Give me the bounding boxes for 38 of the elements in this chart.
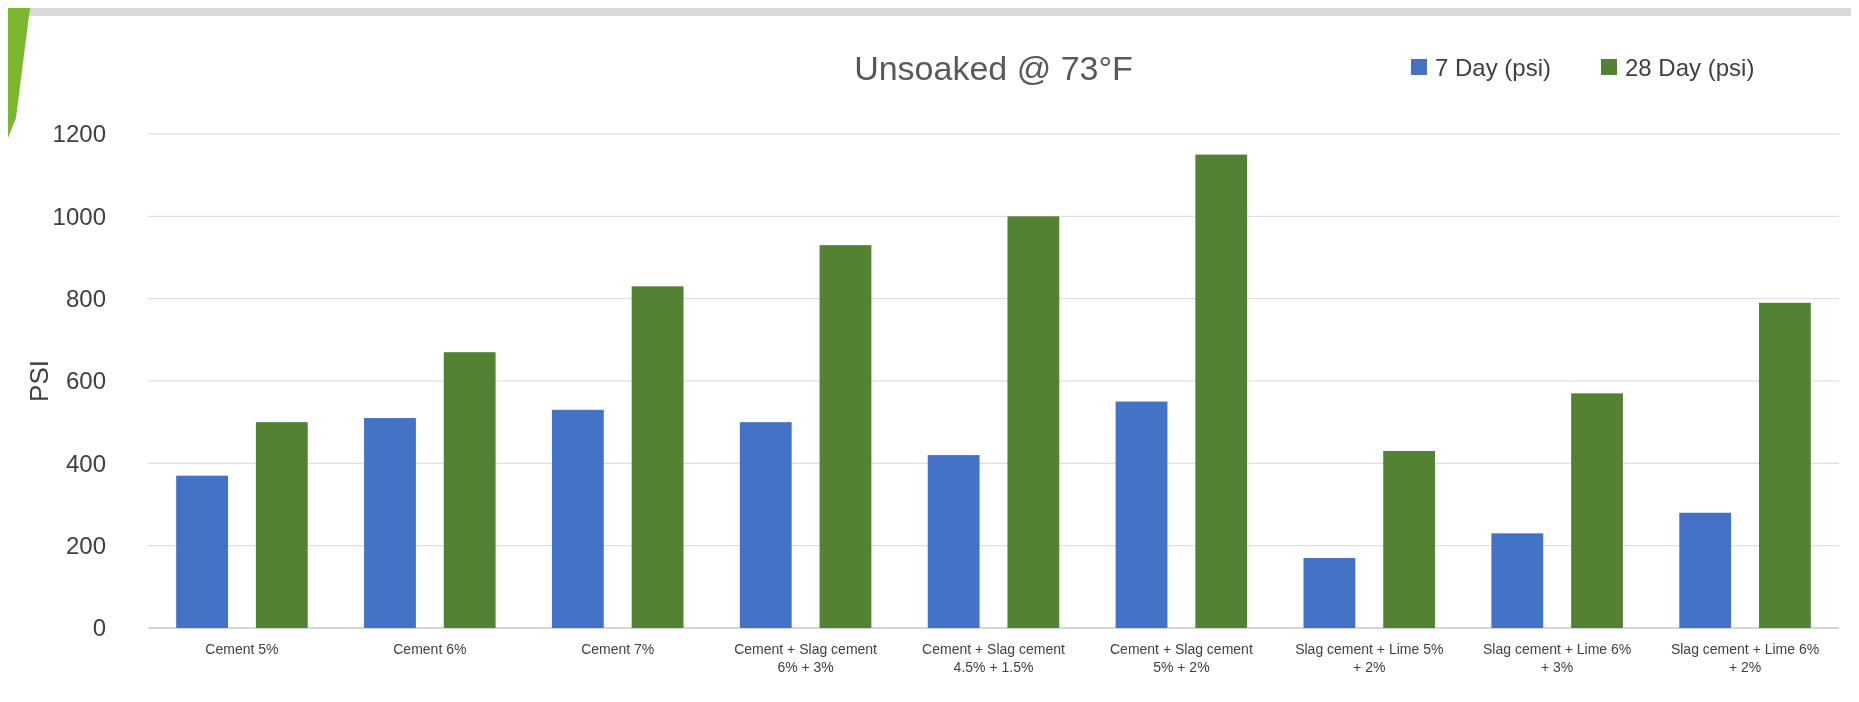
- bar: [1679, 512, 1732, 628]
- bar: [819, 245, 872, 628]
- x-tick-label: Cement 6%: [393, 641, 467, 657]
- bar: [443, 352, 496, 628]
- bar: [1115, 401, 1168, 628]
- bar: [255, 422, 308, 628]
- bar: [1303, 558, 1356, 628]
- chart-title: Unsoaked @ 73°F: [854, 49, 1133, 87]
- bar: [739, 422, 792, 628]
- y-tick-label: 0: [92, 614, 106, 642]
- y-tick-label: 800: [65, 285, 106, 313]
- bar: [364, 418, 416, 628]
- y-tick-label: 1200: [52, 120, 106, 148]
- bar: [1571, 393, 1623, 628]
- bar: [1759, 302, 1811, 628]
- y-tick-label: 200: [65, 532, 106, 560]
- bar: [927, 455, 980, 628]
- x-tick-label: Cement + Slag cement 5% + 2%: [1109, 641, 1253, 675]
- legend-label: 7 Day (psi): [1435, 54, 1552, 82]
- y-tick-label: 400: [65, 449, 106, 477]
- bar: [1007, 216, 1060, 628]
- bar: [551, 409, 604, 628]
- x-tick-label: Slag cement + Lime 6% + 2%: [1670, 641, 1820, 675]
- x-tick-label: Cement 5%: [205, 641, 279, 657]
- x-tick-label: Slag cement + Lime 5% + 2%: [1295, 641, 1444, 675]
- y-tick-label: 600: [65, 367, 106, 395]
- legend-label: 28 Day (psi): [1625, 54, 1755, 82]
- x-tick-label: Cement + Slag cement 6% + 3%: [734, 641, 878, 675]
- x-tick-label: Cement 7%: [581, 641, 655, 657]
- y-tick-label: 1000: [52, 202, 106, 230]
- x-tick-label: Slag cement + Lime 6% + 3%: [1483, 641, 1632, 675]
- bar: [631, 286, 684, 628]
- bar: [1491, 533, 1544, 628]
- bar: [176, 475, 228, 628]
- bar: [1383, 450, 1436, 628]
- x-tick-label: Cement + Slag cement 4.5% + 1.5%: [922, 641, 1066, 675]
- bar: [1195, 154, 1248, 628]
- y-axis-title: PSI: [24, 360, 54, 402]
